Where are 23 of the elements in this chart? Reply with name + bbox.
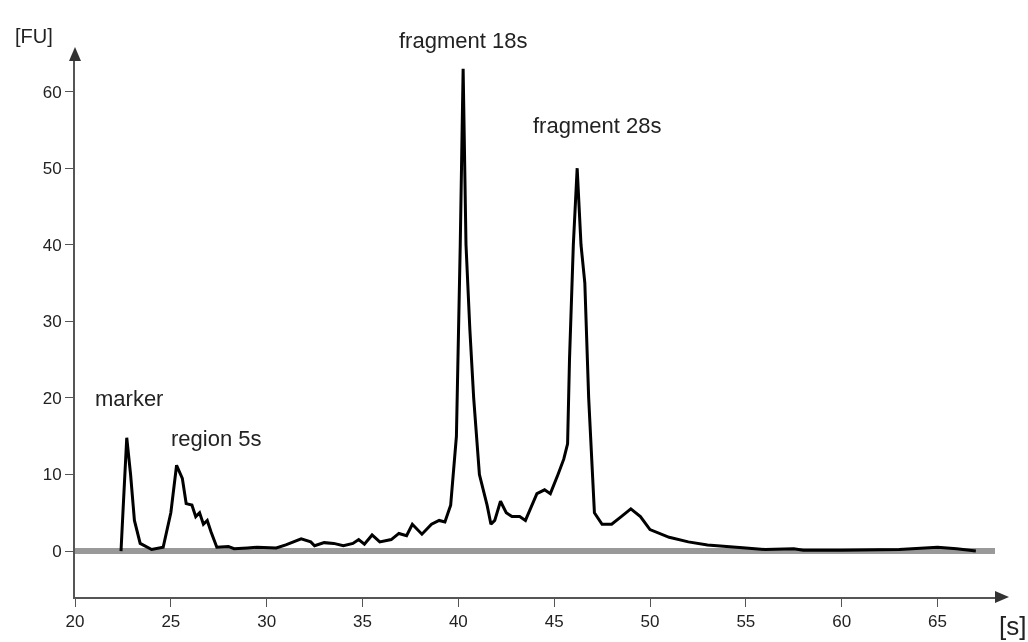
- y-tick-label: 10: [42, 465, 62, 485]
- x-tick-label: 20: [65, 612, 85, 632]
- x-tick-label: 35: [353, 612, 372, 632]
- x-tick-label: 50: [640, 612, 660, 632]
- x-tick-label: 25: [161, 612, 181, 632]
- y-axis-title: [FU]: [15, 25, 53, 47]
- y-tick-label: 0: [52, 542, 62, 562]
- x-tick-label: 40: [448, 612, 468, 632]
- y-tick-label: 50: [42, 159, 62, 179]
- x-axis-title: [s]: [999, 611, 1027, 641]
- annotation: fragment 18s: [399, 28, 528, 53]
- x-tick-label: 30: [257, 612, 277, 632]
- y-tick-label: 20: [42, 388, 62, 408]
- y-tick-label: 60: [42, 82, 62, 102]
- x-tick-label: 45: [544, 612, 564, 632]
- y-tick-label: 30: [42, 312, 62, 332]
- x-tick-label: 60: [832, 612, 852, 632]
- x-tick-label: 55: [736, 612, 756, 632]
- annotation: fragment 28s: [533, 113, 662, 138]
- x-tick-label: 65: [928, 612, 947, 632]
- annotation: region 5s: [171, 426, 262, 451]
- annotation: marker: [95, 386, 164, 411]
- y-tick-label: 40: [42, 235, 62, 255]
